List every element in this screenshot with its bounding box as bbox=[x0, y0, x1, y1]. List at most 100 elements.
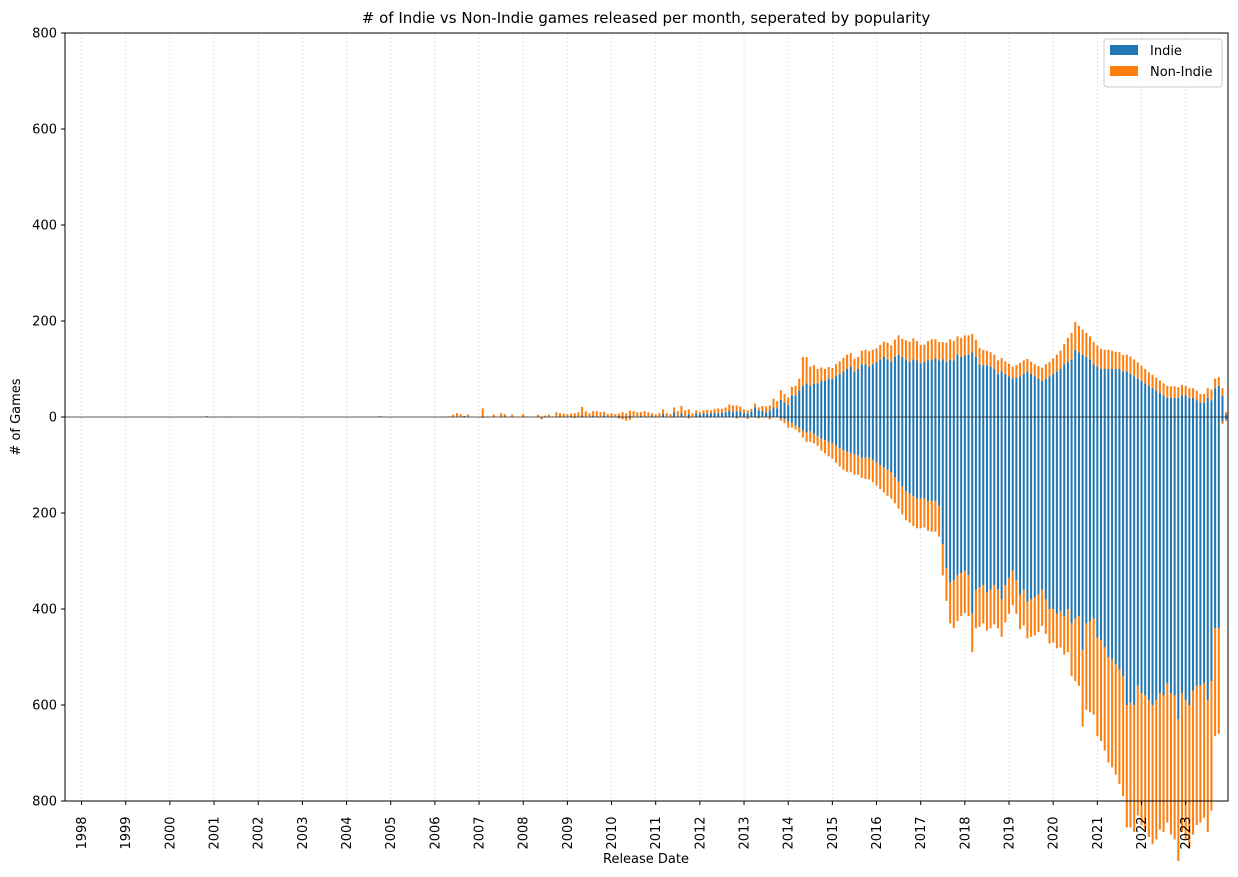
bar-indie bbox=[1192, 417, 1195, 691]
y-axis-label: # of Games bbox=[9, 378, 24, 455]
bar-indie bbox=[761, 410, 764, 417]
bar-nonindie bbox=[860, 350, 863, 365]
bar-nonindie bbox=[816, 436, 819, 446]
bar-indie bbox=[982, 365, 985, 417]
bar-nonindie bbox=[823, 440, 827, 454]
bar-indie bbox=[960, 357, 963, 417]
bar-nonindie bbox=[455, 413, 458, 417]
bar-indie bbox=[871, 364, 874, 417]
bar-indie bbox=[886, 417, 889, 470]
bar-nonindie bbox=[669, 414, 672, 417]
bar-indie bbox=[1019, 417, 1022, 595]
bar-nonindie bbox=[1037, 594, 1040, 633]
bar-indie bbox=[801, 417, 804, 431]
bar-nonindie bbox=[879, 345, 882, 360]
y-tick-label: 800 bbox=[32, 795, 57, 810]
bar-nonindie bbox=[205, 416, 208, 417]
bar-nonindie bbox=[1074, 321, 1077, 350]
bar-nonindie bbox=[1019, 362, 1022, 377]
bar-nonindie bbox=[945, 568, 948, 601]
bar-indie bbox=[1133, 417, 1136, 705]
bar-indie bbox=[923, 417, 926, 499]
legend-swatch-nonindie bbox=[1110, 66, 1138, 76]
bar-nonindie bbox=[739, 406, 742, 412]
bar-nonindie bbox=[904, 340, 907, 360]
x-tick-label: 2018 bbox=[958, 816, 973, 849]
bar-nonindie bbox=[588, 413, 591, 417]
legend-swatch-indie bbox=[1110, 45, 1138, 55]
bar-indie bbox=[831, 378, 834, 417]
bar-nonindie bbox=[842, 357, 845, 372]
bar-indie bbox=[868, 417, 871, 458]
bar-nonindie bbox=[1173, 695, 1176, 840]
bar-nonindie bbox=[857, 357, 860, 369]
bar-indie bbox=[1059, 417, 1062, 612]
bar-indie bbox=[1214, 417, 1217, 629]
bar-nonindie bbox=[1063, 344, 1066, 365]
bar-indie bbox=[1074, 349, 1077, 417]
bar-indie bbox=[857, 369, 860, 417]
x-tick-label: 2008 bbox=[517, 816, 532, 849]
bar-nonindie bbox=[963, 570, 966, 613]
bar-nonindie bbox=[956, 575, 959, 621]
bar-nonindie bbox=[941, 342, 944, 360]
bar-indie bbox=[1022, 373, 1025, 417]
x-tick-label: 2001 bbox=[208, 816, 223, 849]
bar-indie bbox=[912, 359, 915, 417]
bar-nonindie bbox=[765, 406, 768, 413]
bar-indie bbox=[930, 359, 933, 417]
bar-nonindie bbox=[776, 401, 779, 409]
bar-indie bbox=[639, 416, 642, 417]
bar-indie bbox=[879, 417, 882, 465]
bar-nonindie bbox=[1081, 329, 1084, 355]
bar-nonindie bbox=[621, 412, 624, 417]
bar-nonindie bbox=[706, 409, 709, 414]
bar-indie bbox=[798, 390, 801, 417]
bar-nonindie bbox=[757, 407, 760, 411]
bar-nonindie bbox=[687, 417, 690, 419]
bar-nonindie bbox=[1055, 613, 1058, 649]
bar-nonindie bbox=[625, 417, 628, 421]
y-tick-label: 600 bbox=[32, 123, 57, 138]
bar-indie bbox=[974, 417, 977, 590]
bar-indie bbox=[941, 359, 944, 417]
x-tick-label: 2023 bbox=[1179, 816, 1194, 849]
bar-indie bbox=[1125, 371, 1128, 417]
bar-indie bbox=[1206, 417, 1209, 701]
bar-indie bbox=[930, 417, 933, 501]
bar-nonindie bbox=[853, 454, 856, 475]
bar-nonindie bbox=[1206, 388, 1209, 398]
bar-indie bbox=[923, 361, 926, 417]
bar-indie bbox=[794, 395, 797, 417]
bar-nonindie bbox=[595, 411, 598, 417]
bar-nonindie bbox=[603, 411, 606, 416]
bar-nonindie bbox=[805, 432, 808, 442]
bar-indie bbox=[1004, 417, 1007, 585]
bar-nonindie bbox=[1059, 611, 1062, 648]
bar-indie bbox=[912, 417, 915, 497]
bar-indie bbox=[783, 417, 786, 420]
bar-indie bbox=[1221, 395, 1224, 417]
bar-indie bbox=[919, 363, 922, 417]
bar-indie bbox=[908, 361, 911, 417]
bar-nonindie bbox=[466, 414, 470, 417]
bar-nonindie bbox=[1210, 389, 1213, 401]
bar-nonindie bbox=[1055, 354, 1058, 372]
bar-indie bbox=[1206, 397, 1209, 417]
bar-nonindie bbox=[1158, 380, 1161, 393]
bar-nonindie bbox=[1092, 618, 1095, 715]
x-tick-label: 2011 bbox=[649, 816, 664, 849]
bar-indie bbox=[1063, 364, 1066, 417]
bar-indie bbox=[783, 402, 786, 417]
bar-indie bbox=[915, 360, 919, 417]
bar-nonindie bbox=[960, 337, 963, 357]
bar-nonindie bbox=[684, 410, 687, 417]
bar-indie bbox=[1081, 354, 1084, 417]
bar-indie bbox=[1184, 417, 1187, 701]
bar-nonindie bbox=[662, 409, 665, 415]
bar-indie bbox=[1026, 371, 1029, 417]
bar-nonindie bbox=[1217, 377, 1220, 386]
bar-indie bbox=[1155, 390, 1158, 417]
bar-nonindie bbox=[1048, 609, 1051, 644]
bar-nonindie bbox=[651, 413, 654, 417]
